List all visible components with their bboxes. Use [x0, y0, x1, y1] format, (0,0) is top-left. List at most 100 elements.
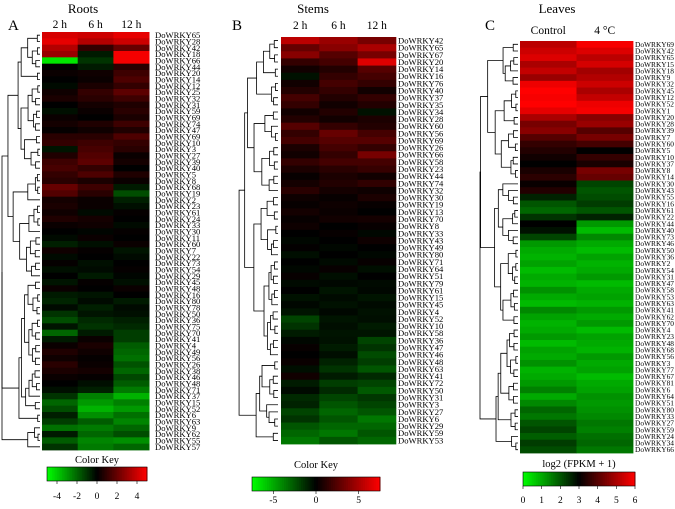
panel-b-heatmap-cell [281, 236, 320, 245]
panel-b-row-label: DoWRKY58 [398, 157, 443, 167]
panel-b-dendrogram-branch [272, 375, 278, 384]
panel-b-heatmap-cell [357, 165, 397, 174]
panel-b-color-key-swatch [281, 477, 285, 491]
panel-a-dendrogram-branch [35, 281, 40, 289]
panel-c-color-key-swatch [629, 472, 632, 486]
panel-c-dendrogram-branch [514, 409, 518, 417]
panel-c-color-key-tick-label: 1 [539, 496, 544, 506]
panel-b-heatmap-cell [281, 208, 320, 216]
panel-c-row-label: DoWRKY8 [635, 166, 671, 175]
panel-b-heatmap-cell [319, 158, 358, 166]
panel-b-color-key-swatch [296, 477, 300, 491]
panel-c-dendrogram-branch [503, 100, 515, 122]
panel-a-color-key-swatch [90, 467, 93, 481]
panel-c-heatmap-cell [576, 386, 634, 394]
panel-a-color-key-swatch [112, 467, 115, 481]
panel-b-heatmap-cell [281, 422, 320, 431]
panel-c-dendrogram-branch [514, 276, 518, 284]
panel-c-row-label: DoWRKY23 [635, 332, 674, 341]
panel-c-color-key-swatch [526, 472, 530, 486]
panel-a-letter: A [8, 18, 19, 34]
panel-b-dendrogram-branch [273, 175, 278, 184]
panel-b-row-label: DoWRKY42 [398, 35, 443, 45]
panel-b-heatmap-cell [319, 258, 358, 266]
panel-b-heatmap-cell [281, 201, 320, 209]
panel-b-heatmap-cell [319, 436, 358, 445]
panel-c-color-key-swatch [592, 472, 595, 486]
panel-b-dendrogram-branch [272, 111, 278, 120]
panel-b-heatmap-cell [357, 108, 397, 116]
panel-c-dendrogram-branch [512, 43, 518, 52]
panel-a-dendrogram-branch [27, 37, 38, 58]
panel-b-heatmap-cell [281, 129, 320, 138]
panel-a-heatmap-cell [113, 114, 150, 122]
panel-c-heatmap-cell [520, 353, 577, 361]
panel-c-color-key-swatch [616, 472, 619, 486]
panel-b-dendrogram-branch [273, 340, 278, 349]
panel-c-heatmap-cell [576, 193, 634, 201]
panel-b-row-label: DoWRKY19 [398, 200, 443, 210]
panel-c-heatmap-cell [576, 273, 634, 281]
panel-a-row-label: DoWRKY63 [155, 416, 200, 426]
panel-a-heatmap-cell [77, 253, 114, 261]
panel-b-heatmap-cell [357, 386, 397, 395]
panel-c-dendrogram-branch [512, 236, 518, 245]
panel-b-row-label: DoWRKY23 [398, 164, 443, 174]
panel-a-heatmap-cell [42, 177, 79, 185]
panel-a-row-label: DoWRKY10 [155, 138, 200, 148]
panel-c-color-key-swatch [567, 472, 571, 486]
panel-a-heatmap-cell [42, 285, 79, 293]
panel-a-color-key-swatch [98, 467, 101, 481]
panel-c-row-label: DoWRKY12 [635, 93, 674, 102]
panel-c-dendrogram-branch [512, 196, 518, 205]
panel-b-dendrogram-branch [270, 86, 276, 102]
panel-a-heatmap-cell [113, 437, 150, 445]
panel-a-color-key-swatch [77, 467, 80, 481]
panel-a-color-key-tick-label: -2 [73, 492, 81, 502]
panel-c-heatmap-cell [520, 393, 577, 401]
panel-c-dendrogram-branch [515, 103, 518, 112]
panel-b-heatmap-cell [357, 136, 397, 145]
panel-a-heatmap-cell [77, 241, 114, 248]
panel-c-row-label: DoWRKY22 [635, 213, 674, 222]
panel-c-row-label: DoWRKY7 [635, 133, 671, 142]
panel-b-heatmap-cell [281, 351, 320, 359]
panel-b-row-label: DoWRKY36 [398, 335, 444, 345]
panel-b-color-key-swatch [354, 477, 358, 491]
panel-b-color-key-swatch [341, 477, 345, 491]
panel-c-row-label: DoWRKY46 [635, 239, 674, 248]
panel-c-color-key-tick-label: 6 [633, 496, 638, 506]
panel-a-row-label: DoWRKY55 [155, 435, 200, 445]
panel-b-heatmap-cell [319, 122, 358, 131]
panel-a-dendrogram-branch [37, 218, 40, 226]
panel-a-heatmap-cell [77, 291, 114, 299]
panel-a-heatmap-cell [113, 266, 150, 274]
panel-b-heatmap-cell [357, 301, 397, 309]
panel-c-color-key-swatch [631, 472, 634, 486]
panel-c-row-label: DoWRKY14 [635, 173, 674, 182]
panel-c-row-label: DoWRKY28 [635, 120, 674, 129]
panel-a-color-key-swatch [60, 467, 63, 481]
panel-a-heatmap-cell [42, 51, 79, 58]
panel-a-heatmap-cell [42, 304, 79, 312]
panel-a-heatmap-cell [42, 266, 79, 274]
panel-c-dendrogram-branch [513, 396, 518, 404]
panel-a-dendrogram-branch [17, 61, 22, 129]
panel-c-heatmap-cell [520, 127, 577, 135]
panel-c-color-key-swatch [580, 472, 584, 486]
panel-a-heatmap-cell [77, 342, 114, 350]
panel-a-heatmap-cell [77, 329, 114, 337]
panel-a-heatmap-cell [113, 241, 150, 248]
panel-a-dendrogram-branch [35, 123, 40, 131]
panel-a-heatmap-cell [77, 95, 114, 103]
panel-c-dendrogram-branch [513, 369, 518, 377]
panel-b-row-label: DoWRKY33 [398, 228, 443, 238]
panel-a-heatmap-cell [42, 38, 79, 46]
panel-a-heatmap-cell [42, 139, 79, 147]
panel-a-heatmap-cell [42, 253, 79, 261]
panel-c-color-key-swatch [625, 472, 629, 486]
panel-a-color-key-swatch [100, 467, 103, 481]
panel-b-heatmap-cell [319, 236, 358, 245]
panel-c-dendrogram-branch [512, 213, 518, 225]
panel-b-color-key-swatch [313, 477, 317, 491]
